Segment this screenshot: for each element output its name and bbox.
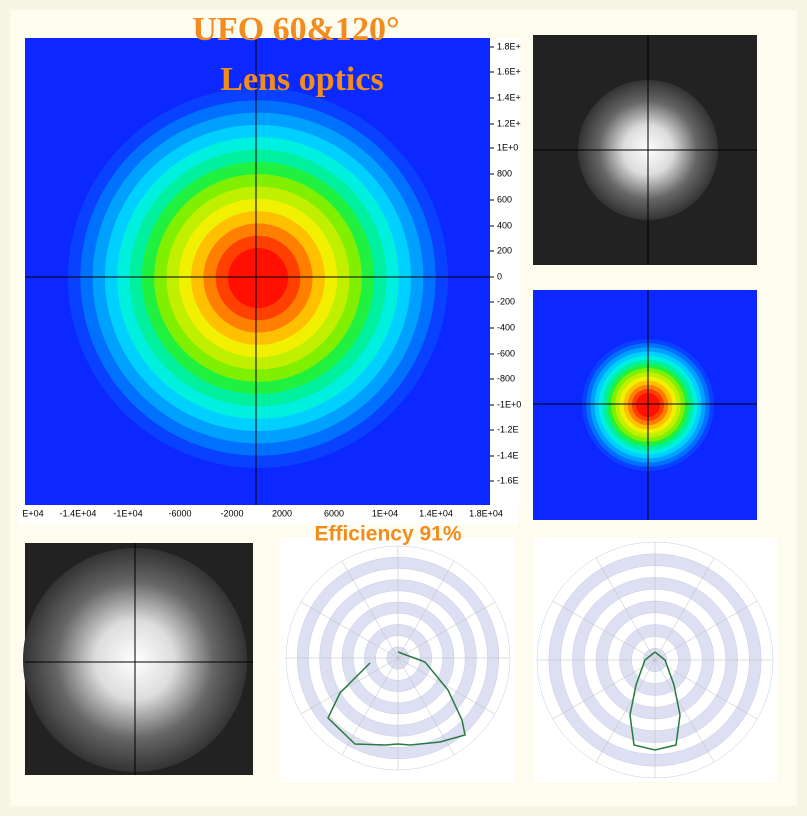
- y-tick-label: -600: [497, 348, 515, 358]
- y-tick-label: 1.6E+: [497, 66, 521, 76]
- polar-plot: [285, 545, 511, 771]
- main-map: [25, 38, 490, 505]
- x-tick-label: -1E+04: [113, 508, 142, 518]
- y-tick-label: 0: [497, 271, 502, 281]
- y-tick-label: 1.2E+: [497, 118, 521, 128]
- axis-bg: [490, 38, 520, 505]
- efficiency-label: Efficiency 91%: [314, 523, 461, 546]
- contour: [228, 248, 288, 308]
- x-tick-label: 1.4E+04: [419, 508, 453, 518]
- y-tick-label: 600: [497, 194, 512, 204]
- y-tick-label: -200: [497, 296, 515, 306]
- x-tick-label: 1E+04: [372, 508, 398, 518]
- y-tick-label: 1.4E+: [497, 92, 521, 102]
- polar-spoke: [300, 601, 496, 715]
- polar-plot: [536, 541, 774, 779]
- x-tick-label: 6000: [324, 508, 344, 518]
- gray-map-bottom: [23, 543, 253, 775]
- title: UFO 60&120°: [192, 11, 399, 48]
- y-tick-label: -800: [497, 373, 515, 383]
- y-tick-label: -1.2E: [497, 424, 519, 434]
- gray-map-top: [533, 35, 757, 265]
- y-tick-label: -1E+0: [497, 399, 521, 409]
- axis-bg: [18, 505, 518, 525]
- x-tick-label: -1.4E+04: [60, 508, 97, 518]
- intensity-curve: [629, 651, 681, 751]
- y-tick-label: 400: [497, 220, 512, 230]
- y-tick-label: 800: [497, 168, 512, 178]
- y-tick-label: -400: [497, 322, 515, 332]
- x-tick-label: 2000: [272, 508, 292, 518]
- intensity-curve: [327, 651, 466, 746]
- y-tick-label: 200: [497, 245, 512, 255]
- y-tick-label: 1E+0: [497, 142, 518, 152]
- y-tick-label: -1.4E: [497, 450, 519, 460]
- x-tick-label: -2000: [220, 508, 243, 518]
- color-map-small: [533, 290, 757, 520]
- x-tick-label: 1.8E+04: [469, 508, 503, 518]
- title: Lens optics: [220, 61, 383, 98]
- x-tick-label: -6000: [168, 508, 191, 518]
- polar-spoke: [552, 600, 758, 720]
- x-tick-label: E+04: [22, 508, 43, 518]
- y-tick-label: -1.6E: [497, 475, 519, 485]
- y-tick-label: 1.8E+: [497, 41, 521, 51]
- axis-labels: 1.8E+1.6E+1.4E+1.2E+1E+08006004002000-20…: [22, 41, 521, 518]
